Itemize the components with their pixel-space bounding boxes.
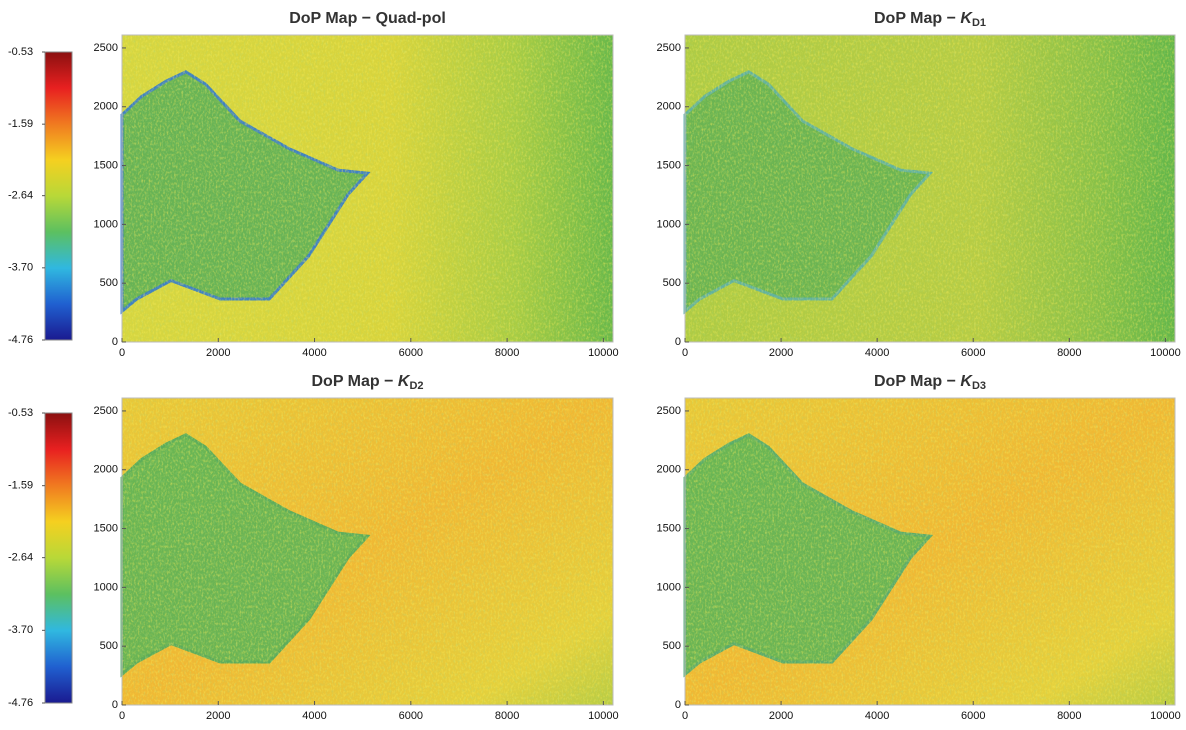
x-tick-label: 4000 bbox=[302, 710, 326, 722]
y-tick-label: 2500 bbox=[657, 405, 681, 417]
title-text: DoP Map − bbox=[311, 373, 397, 390]
y-tick-label: 500 bbox=[100, 277, 118, 289]
y-tick-label: 2500 bbox=[657, 42, 681, 54]
plot-frame bbox=[684, 397, 1176, 706]
colorbar-tick-label: -3.70 bbox=[8, 624, 33, 636]
title-symbol: K bbox=[398, 373, 411, 390]
title-text: DoP Map − Quad-pol bbox=[289, 10, 446, 27]
x-tick-label: 6000 bbox=[961, 347, 985, 359]
title-subscript: D1 bbox=[972, 17, 986, 29]
y-tick-label: 500 bbox=[663, 277, 681, 289]
x-tick-label: 6000 bbox=[961, 710, 985, 722]
colorbar bbox=[44, 412, 73, 704]
colorbar bbox=[44, 51, 73, 341]
colorbar-tick-label: -4.76 bbox=[8, 334, 33, 346]
colorbar-tick-label: -2.64 bbox=[8, 190, 33, 202]
x-tick-label: 2000 bbox=[206, 347, 230, 359]
chart-title: DoP Map − KD3 bbox=[874, 373, 986, 392]
x-tick-label: 8000 bbox=[1057, 710, 1081, 722]
x-tick-label: 8000 bbox=[495, 347, 519, 359]
y-tick-label: 2000 bbox=[657, 101, 681, 113]
colorbar-tick-label: -0.53 bbox=[8, 407, 33, 419]
x-tick-label: 4000 bbox=[865, 347, 889, 359]
image-speckle bbox=[685, 398, 1175, 705]
x-tick-label: 0 bbox=[682, 710, 688, 722]
x-tick-label: 10000 bbox=[588, 710, 619, 722]
x-tick-label: 10000 bbox=[1150, 710, 1181, 722]
y-tick-label: 0 bbox=[675, 336, 681, 348]
y-tick-label: 0 bbox=[675, 699, 681, 711]
y-tick-label: 2000 bbox=[657, 464, 681, 476]
title-text: DoP Map − bbox=[874, 373, 960, 390]
image-speckle bbox=[122, 35, 613, 342]
colorbar-tick-label: -2.64 bbox=[8, 552, 33, 564]
title-symbol: K bbox=[960, 373, 973, 390]
colorbar-tick-label: -3.70 bbox=[8, 262, 33, 274]
y-tick-label: 2000 bbox=[94, 101, 118, 113]
x-tick-label: 6000 bbox=[399, 347, 423, 359]
title-text: DoP Map − bbox=[874, 10, 960, 27]
colorbar-tick-label: -1.59 bbox=[8, 480, 33, 492]
image-speckle bbox=[122, 398, 613, 705]
y-tick-label: 1500 bbox=[657, 522, 681, 534]
y-tick-label: 2500 bbox=[94, 405, 118, 417]
x-tick-label: 0 bbox=[119, 347, 125, 359]
colorbar-tick-label: -4.76 bbox=[8, 697, 33, 709]
chart-title: DoP Map − Quad-pol bbox=[289, 10, 446, 27]
chart-title: DoP Map − KD1 bbox=[874, 10, 986, 29]
x-tick-label: 4000 bbox=[865, 710, 889, 722]
x-tick-label: 4000 bbox=[302, 347, 326, 359]
y-tick-label: 1500 bbox=[94, 159, 118, 171]
y-tick-label: 1500 bbox=[657, 159, 681, 171]
title-subscript: D2 bbox=[409, 380, 423, 392]
x-tick-label: 8000 bbox=[495, 710, 519, 722]
x-tick-label: 6000 bbox=[399, 710, 423, 722]
y-tick-label: 2500 bbox=[94, 42, 118, 54]
y-tick-label: 1500 bbox=[94, 522, 118, 534]
x-tick-label: 10000 bbox=[1150, 347, 1181, 359]
y-tick-label: 0 bbox=[112, 336, 118, 348]
x-tick-label: 2000 bbox=[769, 347, 793, 359]
y-tick-label: 2000 bbox=[94, 464, 118, 476]
y-tick-label: 0 bbox=[112, 699, 118, 711]
colorbar-tick-label: -1.59 bbox=[8, 118, 33, 130]
x-tick-label: 8000 bbox=[1057, 347, 1081, 359]
y-tick-label: 1000 bbox=[94, 218, 118, 230]
y-tick-label: 1000 bbox=[94, 581, 118, 593]
x-tick-label: 0 bbox=[682, 347, 688, 359]
x-tick-label: 10000 bbox=[588, 347, 619, 359]
image-speckle bbox=[685, 35, 1175, 342]
title-symbol: K bbox=[960, 10, 973, 27]
x-tick-label: 0 bbox=[119, 710, 125, 722]
colorbar-tick-label: -0.53 bbox=[8, 46, 33, 58]
plot-frame bbox=[121, 397, 614, 706]
plot-frame bbox=[121, 34, 614, 343]
x-tick-label: 2000 bbox=[769, 710, 793, 722]
y-tick-label: 500 bbox=[663, 640, 681, 652]
y-tick-label: 500 bbox=[100, 640, 118, 652]
x-tick-label: 2000 bbox=[206, 710, 230, 722]
title-subscript: D3 bbox=[972, 380, 986, 392]
plot-frame bbox=[684, 34, 1176, 343]
y-tick-label: 1000 bbox=[657, 581, 681, 593]
y-tick-label: 1000 bbox=[657, 218, 681, 230]
chart-title: DoP Map − KD2 bbox=[311, 373, 423, 392]
